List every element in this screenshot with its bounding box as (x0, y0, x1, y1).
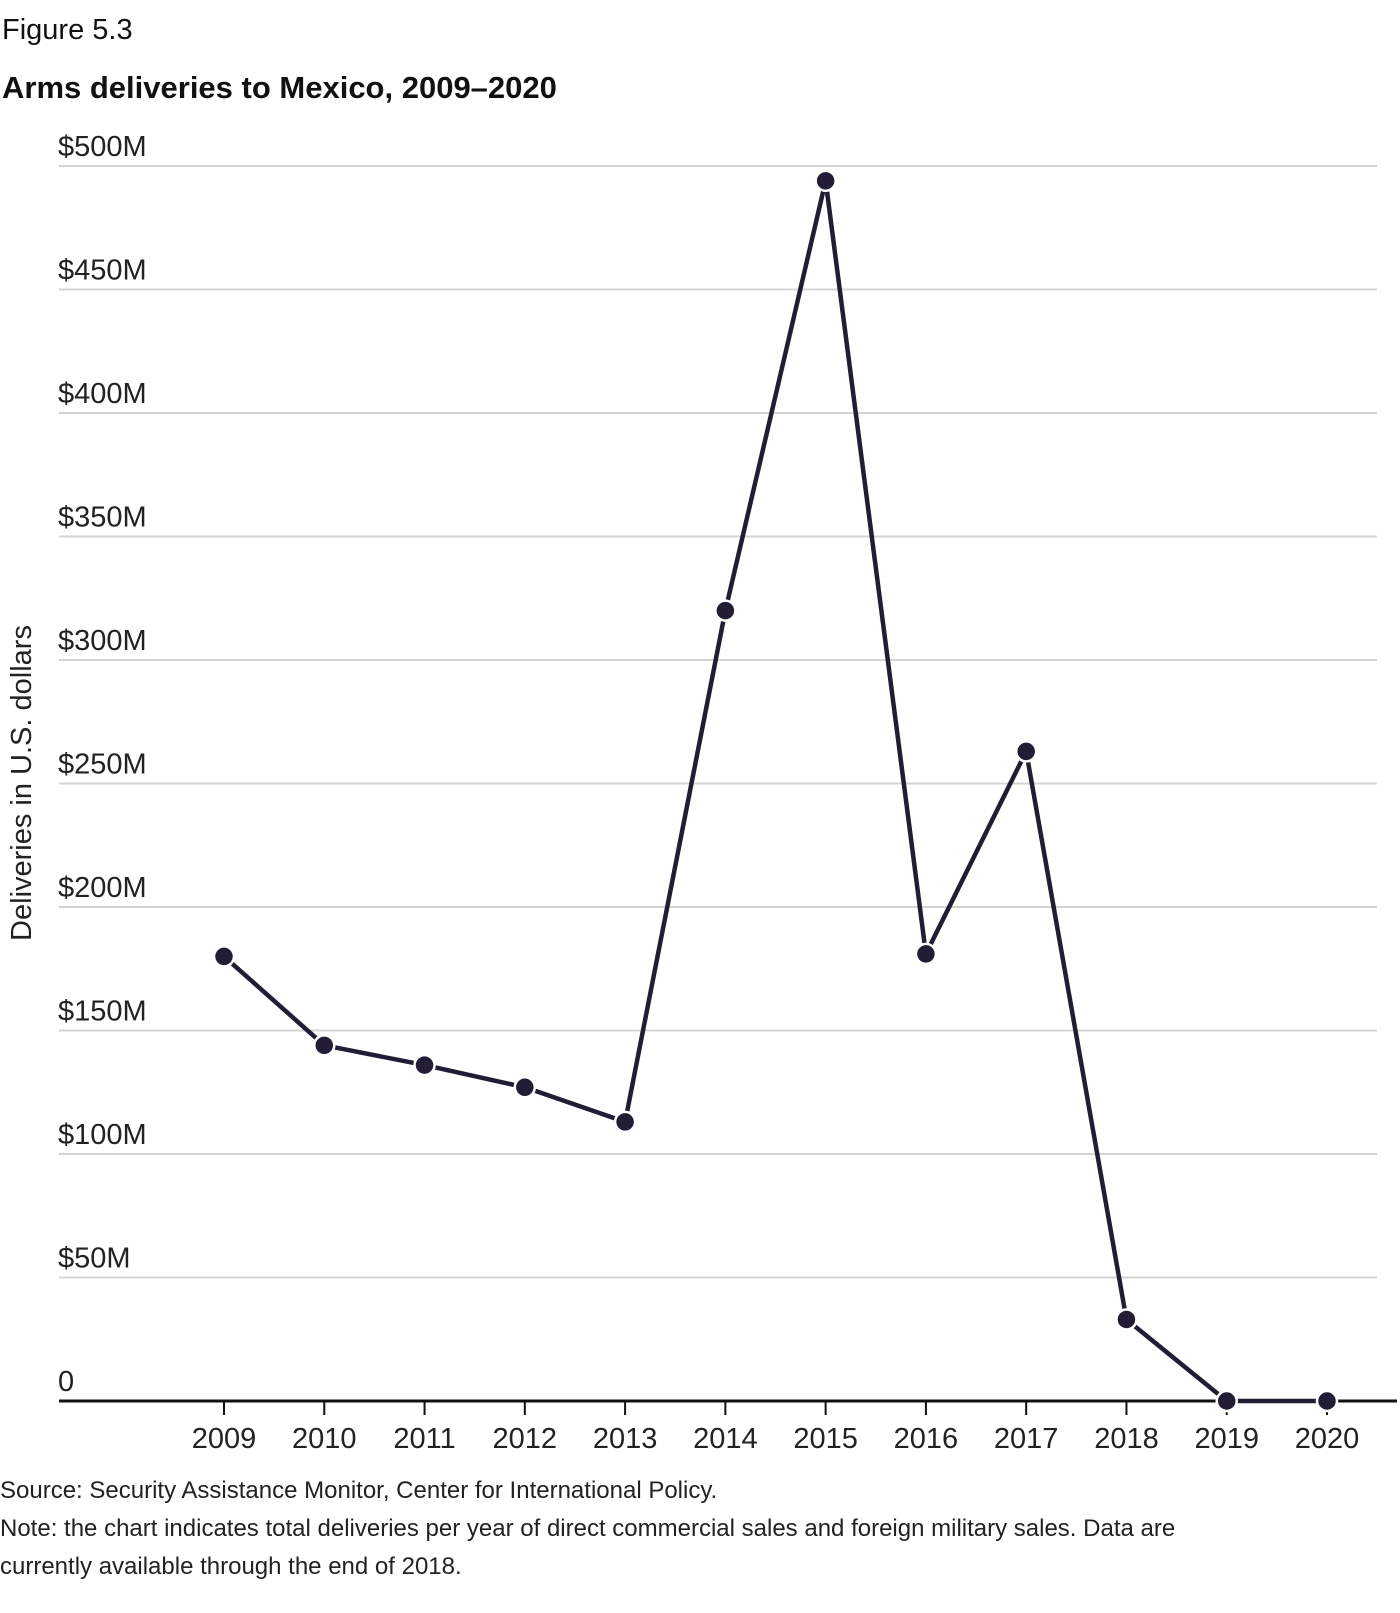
data-point (1115, 1308, 1138, 1331)
y-tick-label: $200M (58, 872, 147, 904)
y-tick-label: $150M (58, 996, 147, 1028)
data-point (914, 942, 938, 966)
x-tick-label: 2016 (894, 1423, 959, 1455)
data-point (513, 1076, 537, 1099)
x-tick-label: 2009 (192, 1423, 257, 1455)
x-tick-label: 2020 (1295, 1423, 1360, 1455)
data-point (413, 1053, 436, 1077)
note-text-2: currently available through the end of 2… (0, 1553, 462, 1580)
y-tick-label: 0 (58, 1366, 74, 1398)
data-point (814, 169, 837, 193)
y-tick-label: $100M (58, 1119, 147, 1151)
x-tick-label: 2019 (1194, 1423, 1259, 1455)
data-point (714, 599, 737, 622)
x-tick-label: 2012 (493, 1423, 558, 1455)
data-point (1215, 1389, 1238, 1413)
data-point (1315, 1389, 1339, 1413)
y-tick-label: $250M (58, 749, 147, 781)
x-tick-label: 2015 (793, 1423, 858, 1455)
y-tick-label: $450M (58, 255, 147, 287)
chart-title: Arms deliveries to Mexico, 2009–2020 (2, 70, 557, 105)
figure-label: Figure 5.3 (2, 14, 133, 46)
y-tick-label: $400M (58, 378, 147, 410)
y-tick-label: $500M (58, 131, 147, 163)
x-tick-label: 2013 (593, 1423, 658, 1455)
data-point (613, 1110, 637, 1134)
x-tick-label: 2018 (1094, 1423, 1159, 1455)
y-tick-label: $50M (58, 1243, 131, 1275)
y-tick-label: $350M (58, 502, 147, 534)
source-text: Source: Security Assistance Monitor, Cen… (0, 1477, 718, 1504)
data-point (1014, 740, 1038, 763)
data-line (222, 178, 1327, 1404)
x-tick-label: 2010 (292, 1423, 357, 1455)
data-point (212, 945, 236, 968)
x-tick-label: 2014 (693, 1423, 758, 1455)
x-tick-label: 2011 (393, 1423, 455, 1455)
y-axis-label: Deliveries in U.S. dollars (6, 625, 38, 941)
x-tick-label: 2017 (994, 1423, 1059, 1455)
note-text: Note: the chart indicates total deliveri… (0, 1515, 1176, 1542)
data-point (313, 1034, 336, 1057)
y-tick-label: $300M (58, 625, 147, 657)
